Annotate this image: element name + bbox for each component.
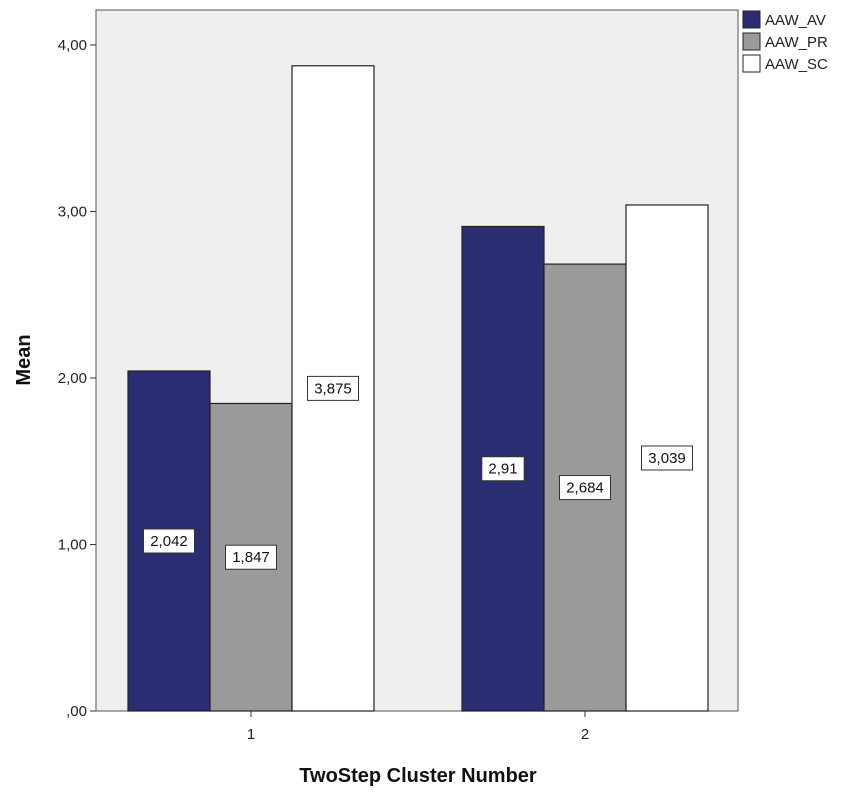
y-tick-label: 2,00: [58, 370, 87, 387]
y-tick-label: ,00: [66, 703, 87, 720]
data-label-box: [225, 544, 277, 570]
y-axis-title: Mean: [13, 334, 35, 385]
data-label-box: [641, 445, 693, 471]
data-label-box: [559, 475, 611, 501]
legend-swatch: [742, 32, 761, 51]
legend-label: AAW_AV: [765, 12, 826, 29]
x-tick-label: 2: [581, 726, 589, 743]
legend-swatch: [742, 10, 761, 29]
data-label: 3,039: [648, 450, 686, 467]
y-tick-label: 3,00: [58, 203, 87, 220]
data-label: 2,91: [488, 461, 517, 478]
data-label-box: [307, 375, 359, 401]
data-label: 1,847: [232, 549, 270, 566]
legend-label: AAW_PR: [765, 34, 828, 51]
x-tick-label: 1: [247, 726, 255, 743]
data-label: 2,042: [150, 533, 188, 550]
legend-swatch: [742, 54, 761, 73]
y-axis: ,00 1,00 2,00 3,00 4,00: [58, 37, 96, 720]
data-label-box: [481, 456, 525, 482]
data-label-box: [143, 528, 195, 554]
legend-label: AAW_SC: [765, 56, 828, 73]
x-axis-title: TwoStep Cluster Number: [299, 765, 537, 787]
y-tick-label: 4,00: [58, 37, 87, 54]
legend: AAW_AV AAW_PR AAW_SC: [742, 10, 828, 73]
data-label: 2,684: [566, 480, 604, 497]
data-label: 3,875: [314, 380, 352, 397]
y-tick-label: 1,00: [58, 536, 87, 553]
